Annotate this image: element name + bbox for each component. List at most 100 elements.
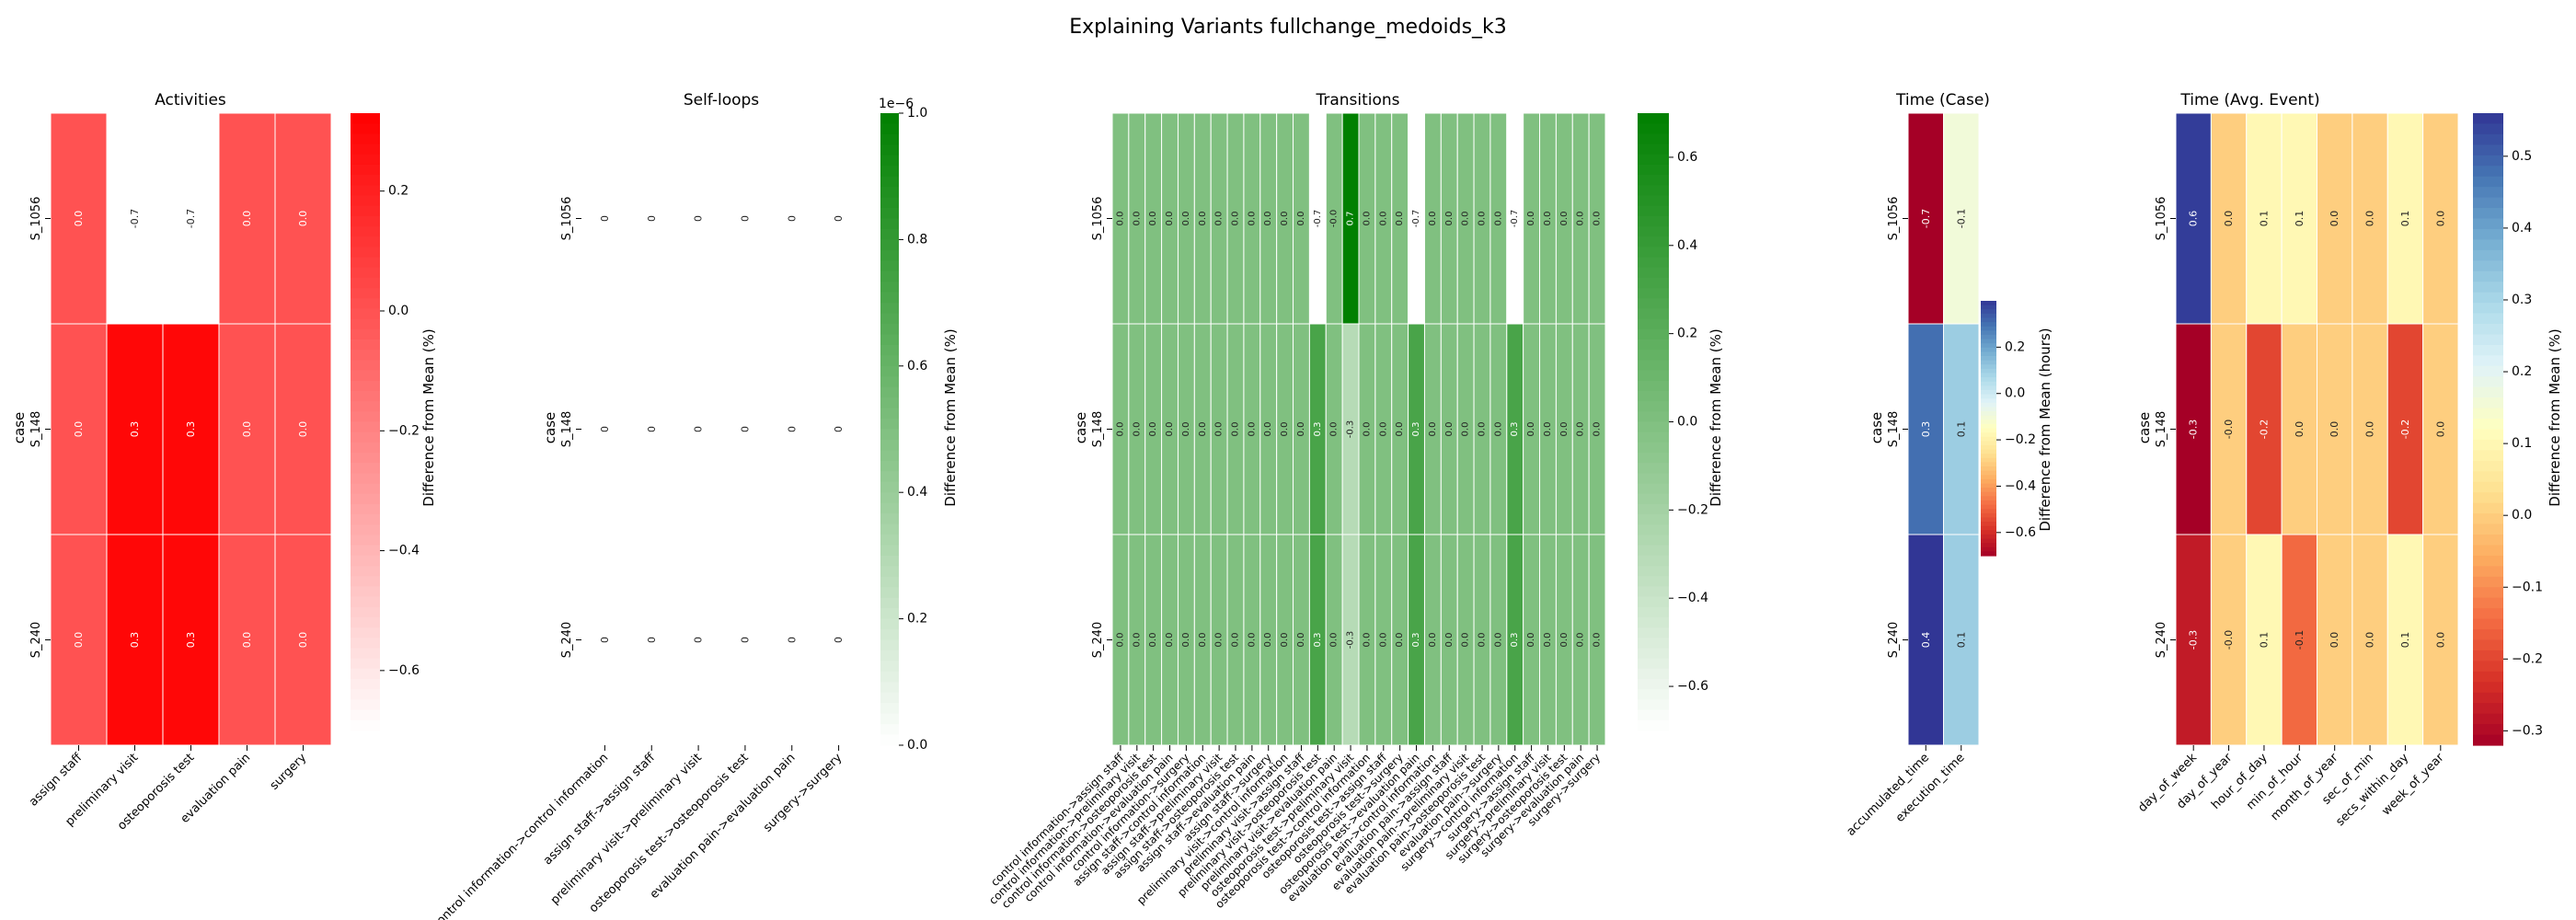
colorbar-segment-self-loops xyxy=(880,555,899,567)
colorbar-segment-time-avg-event xyxy=(2473,292,2503,304)
colorbar-segment-time-avg-event xyxy=(2473,481,2503,493)
colorbar-segment-activities xyxy=(351,298,380,310)
cell-value-label-transitions: 0.7 xyxy=(1346,212,1356,226)
heatmap-cell-self-loops xyxy=(674,112,723,325)
colorbar-segment-transitions xyxy=(1638,638,1669,650)
x-tick-label-self-loops: surgery->surgery xyxy=(761,751,845,835)
colorbar-segment-time-case xyxy=(1981,546,1996,552)
cell-value-label-time-avg-event: 0.1 xyxy=(2294,211,2306,227)
colorbar-segment-time-case xyxy=(1981,543,1996,548)
colorbar-segment-transitions xyxy=(1638,370,1669,382)
colorbar-segment-transitions xyxy=(1638,483,1669,495)
colorbar-segment-activities xyxy=(351,370,380,382)
heatmap-cell-activities xyxy=(274,112,332,325)
colorbar-segment-time-case xyxy=(1981,309,1996,315)
cell-value-label-transitions: 0.0 xyxy=(1593,422,1603,437)
panel-title-transitions: Transitions xyxy=(1315,91,1399,109)
colorbar-segment-self-loops xyxy=(880,650,899,661)
colorbar-segment-time-avg-event xyxy=(2473,260,2503,272)
colorbar-tick-label-time-case: −0.2 xyxy=(2005,432,2036,447)
colorbar-segment-time-case xyxy=(1981,500,1996,506)
cell-value-label-transitions: 0.0 xyxy=(1378,422,1388,437)
colorbar-segment-transitions xyxy=(1638,226,1669,237)
cell-value-label-transitions: 0.3 xyxy=(1411,633,1421,648)
cell-value-label-transitions: -0.7 xyxy=(1510,210,1520,228)
colorbar-tick-label-transitions: −0.2 xyxy=(1677,502,1708,517)
cell-value-label-activities: 0.0 xyxy=(241,632,253,649)
colorbar-segment-time-avg-event xyxy=(2473,618,2503,630)
colorbar-segment-time-avg-event xyxy=(2473,303,2503,315)
colorbar-segment-self-loops xyxy=(880,239,899,251)
colorbar-segment-time-case xyxy=(1981,483,1996,489)
cell-value-label-transitions: 0.0 xyxy=(1478,212,1488,226)
heatmap-cell-time-avg-event xyxy=(2422,534,2459,746)
colorbar-segment-activities xyxy=(351,493,380,505)
cell-value-label-transitions: 0.0 xyxy=(1115,422,1125,437)
heatmap-cell-activities xyxy=(50,534,108,746)
colorbar-segment-time-avg-event xyxy=(2473,535,2503,546)
colorbar-segment-time-case xyxy=(1981,509,1996,514)
colorbar-tick-label-self-loops: 0.4 xyxy=(907,485,927,500)
cell-value-label-transitions: 0.0 xyxy=(1493,422,1503,437)
colorbar-segment-time-avg-event xyxy=(2473,397,2503,409)
colorbar-segment-time-avg-event xyxy=(2473,313,2503,325)
colorbar-segment-time-avg-event xyxy=(2473,144,2503,156)
colorbar-segment-activities xyxy=(351,616,380,628)
colorbar-segment-activities xyxy=(351,709,380,721)
colorbar-segment-self-loops xyxy=(880,260,899,272)
colorbar-segment-self-loops xyxy=(880,324,899,336)
colorbar-segment-time-avg-event xyxy=(2473,713,2503,725)
heatmap-cell-self-loops xyxy=(721,323,769,535)
panel-title-activities: Activities xyxy=(155,91,226,109)
cell-value-label-time-case: 0.1 xyxy=(1955,421,1967,438)
cell-value-label-time-avg-event: 0.1 xyxy=(2258,211,2270,227)
heatmap-cell-time-case xyxy=(1907,534,1944,746)
colorbar-segment-transitions xyxy=(1638,298,1669,310)
colorbar-tick-label-activities: −0.4 xyxy=(388,544,420,558)
colorbar-segment-self-loops xyxy=(880,334,899,346)
cell-value-label-transitions: 0.0 xyxy=(1395,633,1405,648)
colorbar-segment-activities xyxy=(351,535,380,546)
x-tick-label-time-avg-event: week_of_year xyxy=(2379,751,2447,819)
colorbar-segment-self-loops xyxy=(880,481,899,493)
colorbar-segment-self-loops xyxy=(880,734,899,746)
heatmap-cell-self-loops xyxy=(814,112,863,325)
cell-value-label-transitions: 0.0 xyxy=(1280,422,1290,437)
colorbar-segment-activities xyxy=(351,113,380,124)
colorbar-segment-time-avg-event xyxy=(2473,724,2503,736)
colorbar-segment-time-case xyxy=(1981,534,1996,540)
heatmap-cell-self-loops xyxy=(721,534,769,746)
cell-value-label-transitions: 0.0 xyxy=(1593,633,1603,648)
colorbar-segment-time-avg-event xyxy=(2473,365,2503,377)
colorbar-segment-activities xyxy=(351,514,380,525)
colorbar-segment-transitions xyxy=(1638,616,1669,628)
colorbar-segment-self-loops xyxy=(880,703,899,715)
colorbar-segment-transitions xyxy=(1638,164,1669,176)
colorbar-segment-time-avg-event xyxy=(2473,555,2503,567)
colorbar-segment-time-avg-event xyxy=(2473,671,2503,683)
colorbar-segment-activities xyxy=(351,318,380,330)
colorbar-segment-time-case xyxy=(1981,488,1996,493)
colorbar-segment-time-avg-event xyxy=(2473,566,2503,578)
y-tick-label-time-case: S_1056 xyxy=(1887,197,1901,241)
colorbar-segment-self-loops xyxy=(880,713,899,725)
cell-value-label-transitions: 0.0 xyxy=(1362,633,1372,648)
cell-value-label-transitions: 0.0 xyxy=(1559,633,1570,648)
cell-value-label-time-case: 0.3 xyxy=(1920,421,1932,438)
heatmap-cell-time-avg-event xyxy=(2352,534,2388,746)
colorbar-segment-activities xyxy=(351,164,380,176)
colorbar-segment-time-case xyxy=(1981,347,1996,352)
y-tick-label-transitions: S_148 xyxy=(1091,411,1105,448)
colorbar-segment-time-case xyxy=(1981,313,1996,319)
cell-value-label-activities: 0.0 xyxy=(73,632,85,649)
cell-value-label-activities: 0.3 xyxy=(185,421,197,438)
colorbar-segment-self-loops xyxy=(880,344,899,356)
cell-value-label-transitions: 0.0 xyxy=(1263,633,1273,648)
cell-value-label-transitions: 0.0 xyxy=(1247,633,1257,648)
colorbar-segment-self-loops xyxy=(880,545,899,557)
cell-value-label-transitions: 0.0 xyxy=(1478,633,1488,648)
cell-value-label-transitions: 0.3 xyxy=(1411,422,1421,437)
colorbar-tick-label-time-avg-event: −0.2 xyxy=(2512,651,2543,666)
cell-value-label-transitions: 0.0 xyxy=(1543,212,1553,226)
figure-title: Explaining Variants fullchange_medoids_k… xyxy=(1069,16,1507,39)
